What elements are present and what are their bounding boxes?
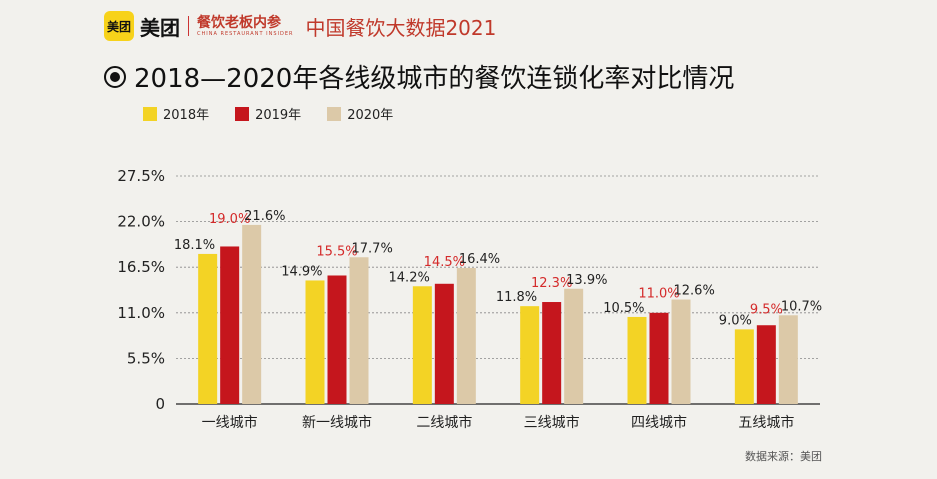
- data-label-0-0: 18.1%: [174, 238, 215, 253]
- legend-swatch-2019: [235, 106, 250, 121]
- data-label-3-1: 12.3%: [531, 276, 572, 291]
- data-label-2-2: 16.4%: [459, 252, 500, 267]
- x-tick-label-0: 一线城市: [202, 414, 258, 431]
- legend-swatch-2020: [327, 106, 342, 121]
- bar-1-1: [327, 275, 347, 404]
- data-label-1-0: 14.9%: [281, 264, 322, 279]
- data-label-2-1: 14.5%: [424, 255, 465, 270]
- x-tick-label-4: 四线城市: [631, 414, 687, 431]
- bar-3-1: [542, 302, 562, 404]
- y-tick-label-2: 11.0%: [117, 304, 165, 322]
- x-tick-label-3: 三线城市: [524, 414, 580, 431]
- x-tick-label-1: 新一线城市: [302, 414, 372, 431]
- legend-item-2019: 2019年: [235, 104, 301, 123]
- data-label-5-1: 9.5%: [750, 302, 783, 317]
- column-name: 餐饮老板内参 CHINA RESTAURANT INSIDER: [197, 16, 293, 37]
- report-title: 中国餐饮大数据2021: [305, 15, 497, 40]
- bar-0-2: [242, 224, 262, 404]
- legend-label-2020: 2020年: [347, 108, 394, 123]
- data-label-4-1: 11.0%: [638, 287, 679, 302]
- bar-1-0: [305, 280, 325, 404]
- bar-1-2: [349, 257, 369, 404]
- legend-label-2019: 2019年: [255, 108, 302, 123]
- data-label-1-2: 17.7%: [352, 241, 393, 256]
- column-name-cn: 餐饮老板内参: [197, 14, 281, 31]
- data-label-2-0: 14.2%: [389, 270, 430, 285]
- legend-label-2018: 2018年: [163, 108, 210, 123]
- data-label-0-2: 21.6%: [244, 209, 285, 224]
- data-label-5-0: 9.0%: [719, 313, 752, 328]
- bar-4-2: [671, 299, 691, 404]
- chart-title-row: 2018—2020年各线级城市的餐饮连锁化率对比情况: [104, 58, 734, 95]
- bar-5-0: [734, 329, 754, 404]
- bar-0-0: [198, 253, 218, 404]
- bar-2-1: [434, 283, 454, 404]
- brand-name: 美团: [140, 15, 180, 40]
- data-label-0-1: 19.0%: [209, 212, 250, 227]
- bar-2-2: [456, 268, 476, 404]
- bar-2-0: [412, 286, 432, 404]
- chart-title: 2018—2020年各线级城市的餐饮连锁化率对比情况: [134, 64, 735, 94]
- bar-5-2: [778, 315, 798, 404]
- bar-3-2: [564, 288, 584, 404]
- column-name-en: CHINA RESTAURANT INSIDER: [197, 30, 294, 37]
- legend-item-2018: 2018年: [143, 104, 209, 123]
- x-tick-label-5: 五线城市: [738, 414, 794, 431]
- data-label-4-2: 12.6%: [674, 284, 715, 299]
- bar-4-1: [649, 312, 669, 404]
- bar-5-1: [756, 325, 776, 404]
- x-tick-label-2: 二线城市: [416, 414, 472, 431]
- meituan-logo: 美团: [104, 11, 134, 41]
- data-label-5-2: 10.7%: [781, 299, 822, 314]
- data-label-3-0: 11.8%: [496, 290, 537, 305]
- legend-swatch-2018: [143, 106, 157, 121]
- data-label-3-2: 13.9%: [566, 273, 607, 288]
- source-note: 数据来源：美团: [745, 450, 822, 463]
- bar-0-1: [220, 246, 240, 404]
- y-tick-label-1: 5.5%: [127, 349, 165, 367]
- legend-item-2020: 2020年: [327, 104, 393, 123]
- data-label-4-0: 10.5%: [603, 301, 644, 316]
- legend: 2018年 2019年 2020年: [143, 104, 419, 123]
- y-tick-label-0: 0: [155, 395, 165, 413]
- data-label-1-1: 15.5%: [316, 244, 357, 259]
- y-tick-label-5: 27.5%: [117, 167, 165, 185]
- y-tick-label-3: 16.5%: [117, 258, 165, 276]
- bar-3-0: [520, 306, 540, 404]
- target-bullet-icon: [104, 65, 126, 88]
- header: 美团 美团 餐饮老板内参 CHINA RESTAURANT INSIDER 中国…: [104, 8, 496, 44]
- bar-4-0: [627, 316, 647, 404]
- header-divider: [188, 16, 189, 36]
- y-tick-label-4: 22.0%: [117, 213, 165, 231]
